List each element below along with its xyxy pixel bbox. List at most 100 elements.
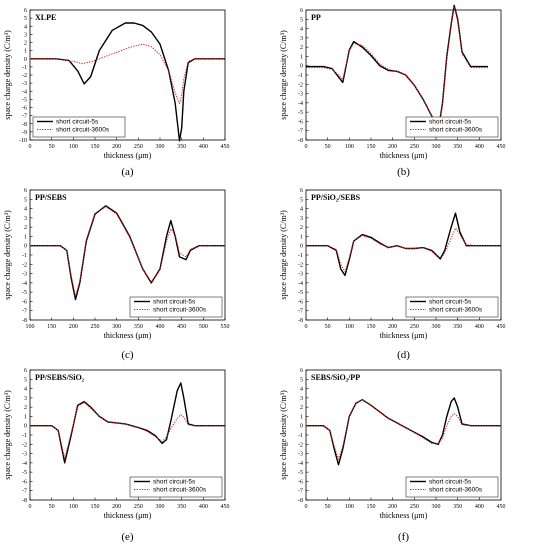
figure-caption: (d) — [397, 349, 410, 361]
x-tick-label: 250 — [91, 324, 100, 330]
y-tick-label: 2 — [24, 225, 27, 231]
x-axis-label: thickness (μm) — [380, 331, 428, 340]
x-axis-label: thickness (μm) — [104, 151, 152, 160]
legend-box — [32, 116, 126, 138]
y-axis-label: space charge density (C/m³) — [3, 30, 12, 120]
y-tick-label: 3 — [24, 216, 27, 222]
x-tick-label: 200 — [112, 144, 121, 150]
series-line-5s — [306, 397, 501, 466]
y-tick-label: -2 — [298, 442, 303, 448]
x-tick-label: 200 — [69, 324, 78, 330]
x-tick-label: 450 — [497, 144, 506, 150]
x-tick-label: 50 — [325, 144, 331, 150]
chart-panel-d: 0 50 100 150 200 250 300 350 400 450-8-7-6-5-4-3-… — [279, 188, 506, 361]
legend-entry: short circuit-3600s — [153, 307, 207, 314]
x-tick-label: 150 — [367, 504, 376, 510]
figure-caption: (e) — [121, 531, 134, 543]
y-axis-label: space charge density (C/m³) — [3, 210, 12, 300]
series-line-3600s — [306, 6, 488, 132]
x-tick-label: 150 — [91, 144, 100, 150]
series-line-5s — [30, 205, 225, 301]
x-tick-label: 300 — [432, 504, 441, 510]
y-tick-label: -3 — [22, 81, 27, 87]
x-tick-label: 400 — [475, 144, 484, 150]
y-tick-label: 6 — [300, 188, 303, 194]
y-tick-label: -2 — [22, 262, 27, 268]
y-tick-label: -2 — [22, 73, 27, 79]
x-tick-label: 350 — [177, 504, 186, 510]
figure-caption: (b) — [397, 166, 410, 178]
y-tick-label: -2 — [22, 442, 27, 448]
y-tick-label: -4 — [22, 281, 27, 287]
legend-box — [405, 116, 499, 138]
y-axis-label: space charge density (C/m³) — [3, 390, 12, 480]
y-tick-label: -6 — [298, 119, 303, 125]
y-tick-label: 6 — [24, 188, 27, 194]
y-tick-label: 3 — [24, 396, 27, 402]
y-tick-label: 1 — [24, 414, 27, 420]
chart-panel-a: 0 50 100 150 200 250 300 350 400 450-10-9-8-7-6-5… — [3, 8, 230, 178]
y-tick-label: -3 — [298, 92, 303, 98]
legend-entry: short circuit-3600s — [429, 127, 483, 134]
y-tick-label: 1 — [300, 414, 303, 420]
x-tick-label: 150 — [47, 324, 56, 330]
y-tick-label: -1 — [22, 253, 27, 259]
y-tick-label: -7 — [22, 489, 27, 495]
y-tick-label: 6 — [300, 8, 303, 14]
panel-title: XLPE — [35, 13, 56, 22]
panel-title: PP/SiO₂/SEBS — [311, 193, 361, 202]
y-axis-label: space charge density (C/m³) — [279, 30, 288, 120]
x-tick-label: 100 — [26, 324, 35, 330]
x-tick-label: 300 — [156, 144, 165, 150]
x-tick-label: 400 — [199, 144, 208, 150]
y-tick-label: 0 — [300, 244, 303, 250]
y-tick-label: -8 — [298, 498, 303, 504]
y-tick-label: 4 — [24, 24, 27, 30]
x-tick-label: 300 — [432, 324, 441, 330]
y-tick-label: 2 — [300, 405, 303, 411]
y-tick-label: 4 — [300, 27, 303, 33]
series-line-3600s — [306, 227, 501, 273]
panel-title: SEBS/SiO₂/PP — [311, 373, 360, 382]
panel-title: PP/SEBS — [35, 193, 67, 202]
x-tick-label: 0 — [305, 324, 308, 330]
x-tick-label: 200 — [388, 144, 397, 150]
y-tick-label: 2 — [24, 405, 27, 411]
legend-entry: short circuit-5s — [56, 119, 99, 126]
legend-entry: short circuit-3600s — [153, 487, 207, 494]
x-tick-label: 100 — [69, 144, 78, 150]
y-tick-label: -7 — [298, 309, 303, 315]
x-tick-label: 450 — [497, 324, 506, 330]
y-tick-label: 3 — [24, 32, 27, 38]
y-tick-label: -5 — [22, 97, 27, 103]
y-tick-label: 4 — [300, 207, 303, 213]
x-tick-label: 250 — [134, 144, 143, 150]
x-tick-label: 250 — [410, 324, 419, 330]
y-tick-label: -8 — [22, 122, 27, 128]
legend-entry: short circuit-5s — [153, 479, 196, 486]
series-line-5s — [306, 4, 488, 133]
x-tick-label: 450 — [221, 144, 230, 150]
y-tick-label: 3 — [300, 396, 303, 402]
x-tick-label: 400 — [156, 324, 165, 330]
legend-entry: short circuit-5s — [429, 299, 472, 306]
chart-panel-b: 0 50 100 150 200 250 300 350 400 450-8-7-6-5-4-3-… — [279, 4, 506, 178]
y-tick-label: -8 — [298, 138, 303, 144]
y-tick-label: 0 — [300, 64, 303, 70]
x-tick-label: 250 — [410, 144, 419, 150]
y-tick-label: 5 — [300, 197, 303, 203]
y-tick-label: -1 — [298, 253, 303, 259]
x-tick-label: 150 — [367, 144, 376, 150]
x-tick-label: 0 — [305, 504, 308, 510]
y-tick-label: 1 — [300, 234, 303, 240]
x-tick-label: 400 — [475, 324, 484, 330]
x-tick-label: 100 — [345, 504, 354, 510]
y-tick-label: -2 — [298, 262, 303, 268]
panel-title: PP/SEBS/SiO₂ — [35, 373, 85, 382]
chart-panel-e: 0 50 100 150 200 250 300 350 400 450-8-7-6-5-4-3-… — [3, 368, 230, 543]
x-tick-label: 100 — [345, 144, 354, 150]
